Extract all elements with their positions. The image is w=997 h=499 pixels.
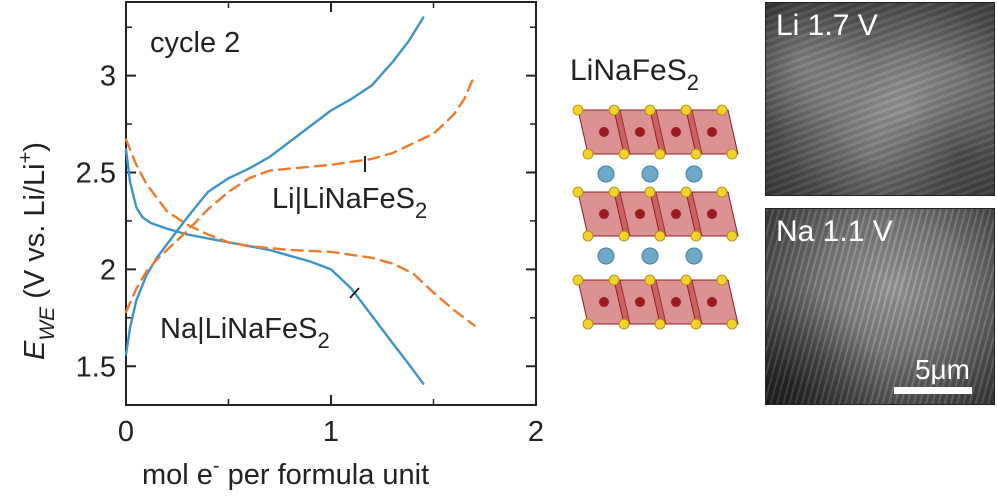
y-axis-label: EWE (V vs. Li/Li+)	[15, 142, 59, 360]
sulfur-atom	[726, 230, 738, 242]
sulfur-atom	[572, 104, 584, 116]
sulfur-atom	[608, 274, 620, 286]
sem-image-li: Li 1.7 V	[765, 2, 995, 196]
iron-atom	[671, 297, 681, 307]
fes-layer	[572, 104, 739, 160]
voltage-profile-chart: 0 1 2 1.5 2 2.5 3 cycle 2 Li|LiNaFeS2 Na|LiNaF…	[15, 1, 544, 491]
x-tick-label: 1	[323, 416, 339, 448]
interlayer-cation	[597, 247, 615, 265]
sulfur-atom	[644, 186, 656, 198]
fes-layer	[572, 274, 739, 330]
scalebar	[894, 387, 972, 394]
na-charge-curve	[124, 16, 425, 356]
sulfur-atom	[680, 186, 692, 198]
sulfur-atom	[618, 318, 630, 330]
sulfur-atom	[690, 148, 702, 160]
sulfur-atom	[690, 230, 702, 242]
sulfur-atom	[726, 318, 738, 330]
sulfur-atom	[726, 148, 738, 160]
sulfur-atom	[582, 318, 594, 330]
sulfur-atom	[680, 274, 692, 286]
iron-atom	[635, 297, 645, 307]
sem-label-na: Na 1.1 V	[776, 215, 893, 248]
iron-atom	[707, 297, 717, 307]
sulfur-atom	[654, 230, 666, 242]
iron-atom	[635, 209, 645, 219]
sulfur-atom	[690, 318, 702, 330]
sulfur-atom	[618, 148, 630, 160]
cycle-annotation: cycle 2	[150, 27, 240, 59]
sem-li-texture	[766, 3, 994, 195]
iron-atom	[635, 127, 645, 137]
sulfur-atom	[716, 274, 728, 286]
sulfur-atom	[716, 104, 728, 116]
sem-na-texture	[766, 209, 994, 404]
sulfur-atom	[582, 148, 594, 160]
sem-image-na: Na 1.1 V 5μm	[765, 208, 995, 405]
y-tick-label: 2.5	[76, 158, 116, 190]
x-tick-label: 2	[528, 416, 544, 448]
axis-ticks: 0 1 2 1.5 2 2.5 3	[76, 2, 544, 448]
sulfur-atom	[654, 148, 666, 160]
sulfur-atom	[680, 104, 692, 116]
structure-layers	[572, 104, 739, 330]
interlayer-cation	[597, 165, 615, 183]
na-curve-label: Na|LiNaFeS2	[160, 313, 330, 353]
iron-atom	[707, 127, 717, 137]
li-curve-label: Li|LiNaFeS2	[272, 183, 427, 223]
sulfur-atom	[608, 186, 620, 198]
interlayer-cation	[685, 247, 703, 265]
y-tick-label: 2	[100, 254, 116, 286]
sem-label-li: Li 1.7 V	[776, 9, 878, 42]
iron-atom	[599, 127, 609, 137]
interlayer-cation	[685, 165, 703, 183]
li-charge-curve	[124, 74, 476, 314]
x-tick-label: 0	[118, 416, 134, 448]
crystal-structure-panel: LiNaFeS2	[570, 54, 739, 330]
sulfur-atom	[608, 104, 620, 116]
series-layer	[124, 16, 476, 385]
interlayer-cation	[641, 165, 659, 183]
structure-title: LiNaFeS2	[570, 54, 699, 95]
y-tick-label: 3	[100, 61, 116, 93]
fes-layer	[572, 186, 739, 242]
na-label-leader	[349, 287, 360, 299]
li-discharge-curve	[124, 138, 476, 327]
sulfur-atom	[572, 274, 584, 286]
scalebar-label: 5μm	[914, 354, 970, 385]
y-tick-label: 1.5	[76, 351, 116, 383]
sulfur-atom	[716, 186, 728, 198]
interlayer-cation	[641, 247, 659, 265]
iron-atom	[599, 297, 609, 307]
iron-atom	[671, 209, 681, 219]
sulfur-atom	[582, 230, 594, 242]
sulfur-atom	[644, 274, 656, 286]
sulfur-atom	[618, 230, 630, 242]
sulfur-atom	[654, 318, 666, 330]
sulfur-atom	[572, 186, 584, 198]
iron-atom	[599, 209, 609, 219]
sulfur-atom	[644, 104, 656, 116]
x-axis-label: mol e- per formula unit	[142, 455, 429, 491]
iron-atom	[707, 209, 717, 219]
iron-atom	[671, 127, 681, 137]
